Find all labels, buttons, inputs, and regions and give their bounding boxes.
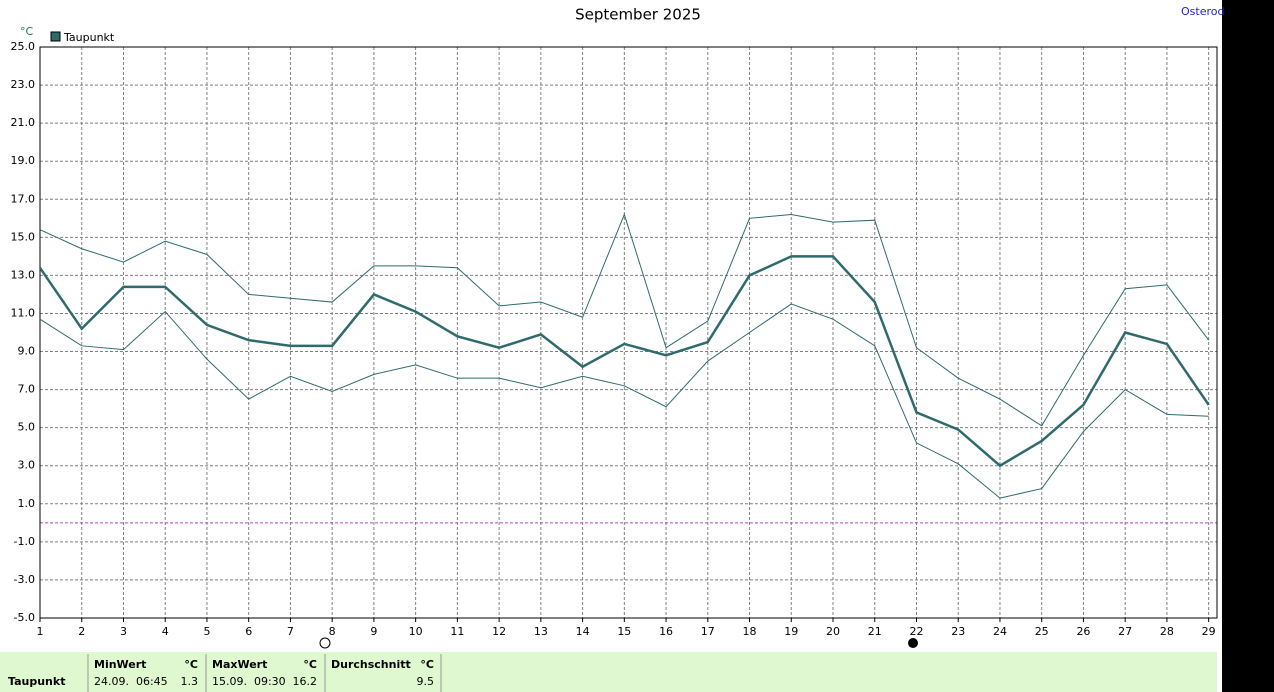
y-tick-label: 7.0 bbox=[18, 383, 36, 396]
y-tick-label: 1.0 bbox=[18, 497, 36, 510]
x-tick-label: 3 bbox=[120, 625, 127, 638]
x-tick-label: 7 bbox=[287, 625, 294, 638]
x-tick-label: 12 bbox=[492, 625, 506, 638]
chart-title: September 2025 bbox=[575, 6, 701, 24]
x-tick-label: 21 bbox=[868, 625, 882, 638]
y-tick-label: 23.0 bbox=[11, 78, 36, 91]
summary-unit: °C bbox=[184, 658, 198, 671]
summary-row-label: Taupunkt bbox=[8, 675, 65, 688]
x-tick-label: 10 bbox=[409, 625, 423, 638]
x-tick-label: 9 bbox=[370, 625, 377, 638]
x-tick-label: 23 bbox=[951, 625, 965, 638]
y-tick-label: 5.0 bbox=[18, 421, 36, 434]
x-tick-label: 16 bbox=[659, 625, 673, 638]
x-tick-label: 5 bbox=[203, 625, 210, 638]
x-tick-label: 25 bbox=[1035, 625, 1049, 638]
summary-value: 9.5 bbox=[417, 675, 435, 688]
series-line bbox=[38, 255, 1210, 468]
moon-icon bbox=[908, 638, 918, 648]
x-tick-label: 4 bbox=[162, 625, 169, 638]
series-line bbox=[39, 303, 1209, 499]
y-tick-label: -5.0 bbox=[14, 611, 35, 624]
summary-value: 16.2 bbox=[293, 675, 318, 688]
summary-header: Durchschnitt bbox=[331, 658, 411, 671]
x-tick-label: 6 bbox=[245, 625, 252, 638]
legend-label: Taupunkt bbox=[63, 31, 115, 44]
summary-time: 24.09. 06:45 bbox=[94, 675, 168, 688]
x-tick-label: 27 bbox=[1118, 625, 1132, 638]
x-tick-label: 11 bbox=[450, 625, 464, 638]
series-line bbox=[39, 213, 1210, 427]
black-strip bbox=[1222, 0, 1274, 692]
summary-unit: °C bbox=[420, 658, 434, 671]
moon-icon bbox=[319, 637, 331, 649]
y-tick-label: 13.0 bbox=[11, 268, 36, 281]
summary-value: 1.3 bbox=[181, 675, 199, 688]
x-tick-label: 24 bbox=[993, 625, 1007, 638]
plot-frame bbox=[39, 46, 1218, 619]
y-tick-label: 21.0 bbox=[11, 116, 36, 129]
y-tick-label: 19.0 bbox=[11, 154, 36, 167]
summary-unit: °C bbox=[303, 658, 317, 671]
summary-header: MaxWert bbox=[212, 658, 267, 671]
x-tick-label: 8 bbox=[329, 625, 336, 638]
x-tick-label: 26 bbox=[1076, 625, 1090, 638]
x-tick-label: 15 bbox=[617, 625, 631, 638]
y-tick-label: 15.0 bbox=[11, 230, 36, 243]
summary-time: 15.09. 09:30 bbox=[212, 675, 286, 688]
x-tick-label: 13 bbox=[534, 625, 548, 638]
x-tick-label: 18 bbox=[743, 625, 757, 638]
summary-panel bbox=[0, 652, 1217, 692]
y-tick-label: 3.0 bbox=[18, 459, 36, 472]
y-tick-label: 11.0 bbox=[11, 306, 36, 319]
y-tick-label: 17.0 bbox=[11, 192, 36, 205]
x-tick-label: 2 bbox=[78, 625, 85, 638]
x-tick-label: 22 bbox=[909, 625, 923, 638]
y-tick-label: 25.0 bbox=[11, 40, 36, 53]
y-tick-label: -1.0 bbox=[14, 535, 35, 548]
x-tick-label: 29 bbox=[1202, 625, 1216, 638]
summary-separators bbox=[87, 654, 442, 692]
x-tick-label: 1 bbox=[37, 625, 44, 638]
x-tick-label: 19 bbox=[784, 625, 798, 638]
x-tick-label: 28 bbox=[1160, 625, 1174, 638]
station: Osterod bbox=[1181, 5, 1224, 18]
y-unit: °C bbox=[20, 25, 34, 38]
y-tick-label: 9.0 bbox=[18, 345, 36, 358]
x-tick-label: 14 bbox=[576, 625, 590, 638]
x-tick-label: 20 bbox=[826, 625, 840, 638]
y-tick-label: -3.0 bbox=[14, 573, 35, 586]
summary-header: MinWert bbox=[94, 658, 146, 671]
legend-swatch bbox=[50, 31, 61, 42]
x-tick-label: 17 bbox=[701, 625, 715, 638]
